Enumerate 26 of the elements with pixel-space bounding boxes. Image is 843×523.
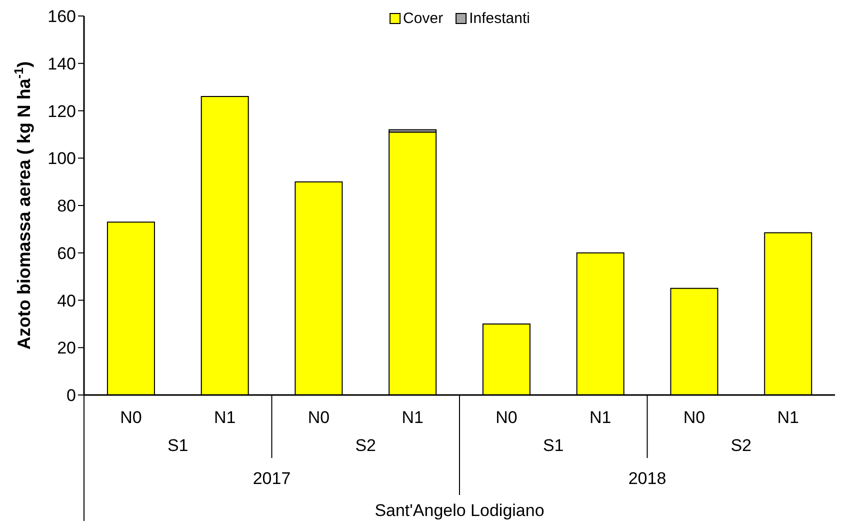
x-tick-label: N1 <box>402 408 424 427</box>
text: Sant'Angelo Lodigiano <box>374 501 544 520</box>
x-tick-label: N1 <box>777 408 799 427</box>
x-tick-label: N0 <box>120 408 142 427</box>
y-tick-label: 20 <box>57 338 76 358</box>
y-tick-label: 120 <box>48 102 76 121</box>
x-tick-label: N0 <box>683 408 706 427</box>
x-tick-label: N0 <box>308 408 330 427</box>
y-tick-label: 100 <box>48 149 76 168</box>
y-tick-label: 80 <box>57 196 76 216</box>
text: S2 <box>355 436 376 455</box>
text: 2018 <box>628 469 666 488</box>
y-tick-label: 40 <box>57 291 76 310</box>
y-tick-label: 60 <box>57 244 76 263</box>
y-tick-label: 160 <box>48 7 76 26</box>
text: S1 <box>542 436 564 455</box>
text: S1 <box>167 436 188 455</box>
x-tick-label: N1 <box>589 408 612 427</box>
text: S2 <box>730 436 752 455</box>
x-tick-label: N0 <box>496 408 518 427</box>
text: 2017 <box>252 469 291 488</box>
y-tick-label: 0 <box>66 386 76 406</box>
legend-label: Cover <box>403 10 444 27</box>
legend-label: Infestanti <box>469 10 530 27</box>
y-tick-label: 140 <box>48 54 76 74</box>
x-tick-label: N1 <box>214 408 236 427</box>
